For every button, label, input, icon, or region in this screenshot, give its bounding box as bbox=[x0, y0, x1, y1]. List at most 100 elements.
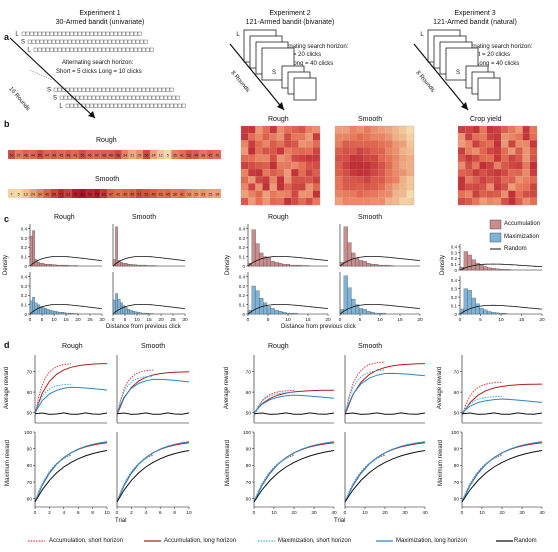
smooth-strip-cell bbox=[142, 189, 150, 198]
exp2-smooth-grid-cell bbox=[399, 161, 407, 170]
exp2-smooth-grid-cell bbox=[349, 147, 357, 155]
exp2-smooth-grid-cell bbox=[342, 133, 350, 141]
exp2-smooth-grid-cell bbox=[349, 169, 357, 177]
smooth-strip-value: 34 bbox=[38, 192, 42, 196]
exp2-rough-grid-cell bbox=[298, 190, 306, 198]
exp2-rough-grid-cell bbox=[241, 133, 249, 141]
c-exp1-rough-acc-bar bbox=[53, 264, 57, 267]
exp2-smooth-grid-cell bbox=[370, 183, 379, 191]
exp1-arm-box bbox=[51, 39, 56, 44]
rough-strip-value: 41 bbox=[215, 153, 219, 157]
exp1-arm-box bbox=[109, 103, 114, 108]
smooth-strip-cell bbox=[150, 189, 158, 198]
exp2-smooth-grid-cell bbox=[363, 140, 371, 148]
exp1-arm-box bbox=[75, 39, 80, 44]
exp1-arm-box bbox=[61, 47, 66, 52]
exp2-rough-grid-cell bbox=[241, 190, 249, 198]
rough-strip-value: 55 bbox=[38, 153, 42, 157]
c-exp1-xlabel: Distance from previous click bbox=[106, 324, 181, 330]
exp2-rough-grid-cell bbox=[269, 154, 277, 162]
c-exp3-acc-bar bbox=[491, 268, 496, 271]
exp2-smooth-grid-cell bbox=[378, 126, 386, 134]
exp2-rough-grid-cell bbox=[312, 147, 320, 155]
exp2-smooth-grid-cell bbox=[378, 154, 386, 162]
exp2-smooth-grid-cell bbox=[385, 147, 393, 155]
exp1-arm-box bbox=[121, 87, 126, 92]
c-exp2-smooth-max-xtick-label: 15 bbox=[397, 317, 403, 323]
exp1-arm-box bbox=[63, 95, 68, 100]
d-exp1-rough-avg-max-long-line bbox=[34, 386, 108, 413]
exp2-rough-grid-cell bbox=[312, 197, 320, 205]
exp3-crop-grid-cell bbox=[493, 147, 502, 155]
exp1-arm-box bbox=[97, 87, 102, 92]
exp2-rough-grid-cell bbox=[255, 197, 263, 205]
exp2-rough-grid-cell bbox=[305, 197, 313, 205]
exp3-crop-grid-cell bbox=[529, 154, 537, 162]
exp1-arm-box bbox=[97, 103, 102, 108]
exp3-crop-grid-cell bbox=[515, 147, 523, 155]
exp1-arm-box bbox=[77, 87, 82, 92]
exp2-horizon-title: Alternating search horizon: bbox=[277, 44, 349, 50]
exp1-arm-box bbox=[131, 39, 136, 44]
exp3-horizon-short: Short = 20 clicks bbox=[466, 52, 511, 58]
exp1-arm-box bbox=[33, 31, 38, 36]
exp1-arm-box bbox=[145, 47, 150, 52]
d-exp3-max-xtick-label: 0 bbox=[461, 510, 464, 516]
rough-strip-value: 45 bbox=[208, 153, 212, 157]
exp3-crop-grid-cell bbox=[522, 176, 530, 184]
exp2-rough-grid-cell bbox=[291, 154, 299, 162]
exp2-rough-grid-cell bbox=[255, 140, 263, 148]
c-exp2-rough-max-ytick-label: 0.4 bbox=[239, 274, 246, 279]
smooth-strip-value: 42 bbox=[116, 192, 120, 196]
d-exp2-smooth-max-xtick-label: 30 bbox=[402, 510, 408, 516]
exp1-arm-box bbox=[119, 95, 124, 100]
exp2-rough-grid-cell bbox=[255, 133, 263, 141]
exp3-crop-grid-cell bbox=[458, 183, 466, 191]
c-exp2-rough-max-ytick-label: 0.3 bbox=[239, 284, 246, 289]
c-exp1-smooth-acc-bar bbox=[127, 264, 130, 267]
exp1-dots bbox=[29, 69, 53, 81]
exp1-arm-box bbox=[171, 95, 176, 100]
exp1-arm-box bbox=[143, 39, 148, 44]
exp3-crop-grid-cell bbox=[493, 140, 502, 148]
c-exp1-rough-max-bar bbox=[63, 312, 67, 315]
d-exp3-max-ytick-label: 80 bbox=[454, 463, 460, 469]
c-exp2-rough-acc-bar bbox=[251, 229, 256, 267]
c-exp2-rough-acc-ytick-label: 0.2 bbox=[239, 245, 246, 250]
exp3-arrow-head bbox=[461, 102, 468, 110]
rough-strip-value: 41 bbox=[180, 153, 184, 157]
exp3-crop-grid-cell bbox=[465, 197, 473, 205]
rough-strip-cell bbox=[29, 150, 37, 159]
exp2-rough-grid-cell bbox=[255, 147, 263, 155]
c-exp1-rough-max-bar bbox=[34, 302, 38, 315]
exp3-horizon-long: Long = 40 clicks bbox=[476, 61, 520, 67]
exp2-rough-grid-cell bbox=[298, 154, 306, 162]
exp3-crop-grid-cell bbox=[465, 169, 473, 177]
exp1-arm-box bbox=[127, 95, 132, 100]
c-exp2-rough-acc-bar bbox=[274, 262, 279, 267]
smooth-strip-cell bbox=[135, 189, 143, 198]
exp2-rough-grid-cell bbox=[291, 176, 299, 184]
exp2-rough-grid-cell bbox=[284, 154, 292, 162]
c-exp1-rough-max-xtick-label: 10 bbox=[51, 317, 57, 323]
d-exp2-rough-avg-ytick-label: 50 bbox=[246, 410, 252, 416]
d-exp1-smooth-avg-random-line bbox=[116, 412, 190, 415]
c-exp1-smooth-acc-bar bbox=[124, 263, 128, 267]
exp2-smooth-grid-cell bbox=[356, 197, 364, 205]
exp2-smooth-grid-cell bbox=[406, 140, 414, 148]
exp2-smooth-grid-cell bbox=[406, 197, 414, 205]
exp1-arm-box bbox=[89, 31, 94, 36]
c-exp2-rough-title: Rough bbox=[268, 214, 289, 221]
exp1-arm-box bbox=[65, 87, 70, 92]
exp1-title: Experiment 1 bbox=[79, 10, 121, 17]
rough-strip-cell bbox=[93, 150, 101, 159]
exp2-smooth-grid-cell bbox=[370, 169, 379, 177]
d-exp2-rough-avg-ytick-label: 60 bbox=[246, 390, 252, 396]
exp3-crop-grid-cell bbox=[479, 176, 487, 184]
c-exp2-rough-max-bar bbox=[293, 312, 298, 315]
exp3-crop-grid-cell bbox=[522, 183, 530, 191]
exp2-rough-grid-cell bbox=[276, 133, 285, 141]
d-exp1-rough-max-xtick-label: 8 bbox=[91, 510, 94, 516]
rough-strip-cell bbox=[135, 150, 143, 159]
c-exp3-max-bar bbox=[471, 297, 476, 315]
